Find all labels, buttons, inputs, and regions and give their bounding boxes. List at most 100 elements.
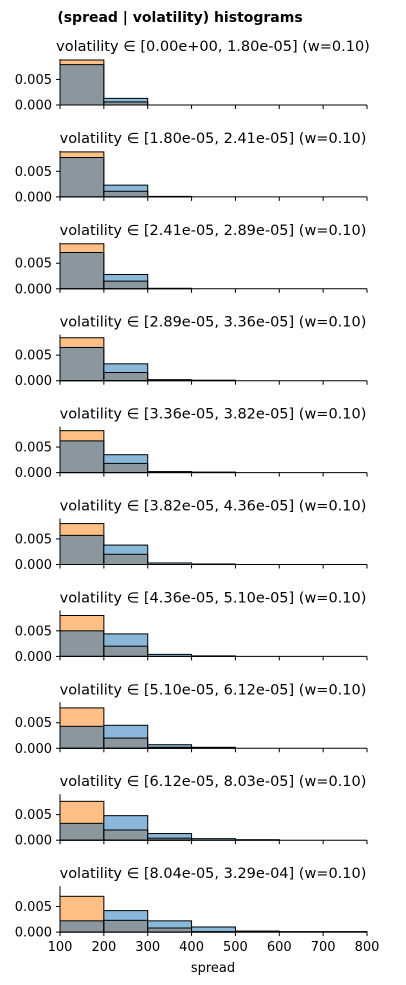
x-tick-label: 800: [355, 940, 380, 955]
x-tick-label: 500: [223, 940, 248, 955]
panel-title: volatility ∈ [3.36e-05, 3.82e-05] (w=0.1…: [60, 407, 367, 423]
panel-title: volatility ∈ [3.82e-05, 4.36e-05] (w=0.1…: [60, 499, 367, 515]
bar-overlap: [60, 823, 104, 841]
bar-series-b: [60, 60, 104, 65]
y-tick-label: 0.005: [15, 165, 52, 180]
bar-overlap: [103, 554, 148, 565]
histogram-panel-10: volatility ∈ [8.04e-05, 3.29e-04] (w=0.1…: [15, 866, 380, 976]
y-tick-label: 0.000: [15, 926, 52, 941]
panel-title: volatility ∈ [0.00e+00, 1.80e-05] (w=0.1…: [56, 39, 370, 55]
y-tick-label: 0.000: [15, 282, 52, 297]
bar-overlap: [103, 646, 148, 657]
y-tick-label: 0.000: [15, 650, 52, 665]
y-tick-label: 0.000: [15, 99, 52, 114]
bar-series-a: [103, 274, 148, 282]
bar-series-a: [103, 363, 148, 373]
panel-title: volatility ∈ [1.80e-05, 2.41e-05] (w=0.1…: [60, 131, 367, 147]
bar-overlap: [60, 630, 104, 657]
bar-overlap: [147, 928, 192, 933]
bar-series-b: [60, 151, 104, 158]
y-tick-label: 0.005: [15, 349, 52, 364]
bar-overlap: [147, 747, 192, 749]
x-tick-label: 700: [311, 940, 336, 955]
bar-series-a: [147, 562, 192, 565]
y-tick-label: 0.005: [15, 257, 52, 272]
x-tick-label: 300: [135, 940, 160, 955]
x-tick-label: 600: [267, 940, 292, 955]
bar-overlap: [60, 440, 104, 473]
bar-overlap: [60, 347, 104, 381]
bar-overlap: [103, 191, 148, 197]
histogram-panel-5: volatility ∈ [3.36e-05, 3.82e-05] (w=0.1…: [15, 407, 368, 481]
x-tick-label: 400: [179, 940, 204, 955]
bar-overlap: [60, 535, 104, 565]
bar-overlap: [103, 920, 148, 933]
bar-series-a: [191, 838, 236, 841]
panel-title: volatility ∈ [5.10e-05, 6.12e-05] (w=0.1…: [60, 682, 367, 698]
bar-series-a: [103, 545, 148, 555]
panel-title: volatility ∈ [2.89e-05, 3.36e-05] (w=0.1…: [60, 315, 367, 331]
x-tick-label: 100: [48, 940, 73, 955]
panel-title: volatility ∈ [8.04e-05, 3.29e-04] (w=0.1…: [60, 866, 367, 882]
histogram-panel-6: volatility ∈ [3.82e-05, 4.36e-05] (w=0.1…: [15, 499, 368, 573]
bar-overlap: [60, 920, 104, 933]
bar-overlap: [103, 372, 148, 381]
bar-series-b: [60, 337, 104, 348]
bar-series-a: [191, 747, 236, 749]
histogram-panels: volatility ∈ [0.00e+00, 1.80e-05] (w=0.1…: [15, 39, 380, 976]
bar-series-a: [103, 185, 148, 192]
bar-series-a: [103, 98, 148, 102]
bar-series-b: [60, 801, 104, 824]
histogram-panel-4: volatility ∈ [2.89e-05, 3.36e-05] (w=0.1…: [15, 315, 368, 389]
bar-series-a: [103, 633, 148, 647]
histogram-panel-8: volatility ∈ [5.10e-05, 6.12e-05] (w=0.1…: [15, 682, 368, 757]
y-tick-label: 0.005: [15, 73, 52, 88]
bar-overlap: [103, 738, 148, 749]
bar-overlap: [103, 281, 148, 289]
histogram-panel-2: volatility ∈ [1.80e-05, 2.41e-05] (w=0.1…: [15, 131, 368, 205]
bar-series-a: [191, 926, 236, 932]
bar-series-a: [103, 454, 148, 464]
y-tick-label: 0.005: [15, 900, 52, 915]
histogram-panel-9: volatility ∈ [6.12e-05, 8.03e-05] (w=0.1…: [15, 774, 368, 849]
y-tick-label: 0.000: [15, 558, 52, 573]
bar-series-b: [60, 615, 104, 631]
panel-title: volatility ∈ [4.36e-05, 5.10e-05] (w=0.1…: [60, 590, 367, 606]
y-tick-label: 0.000: [15, 742, 52, 757]
x-tick-label: 200: [91, 940, 116, 955]
bar-series-b: [60, 523, 104, 536]
bar-series-a: [103, 725, 148, 739]
bar-overlap: [103, 829, 148, 841]
bar-series-b: [60, 896, 104, 921]
histogram-panel-3: volatility ∈ [2.41e-05, 2.89e-05] (w=0.1…: [15, 223, 368, 297]
bar-overlap: [60, 252, 104, 289]
bar-overlap: [60, 157, 104, 197]
bar-series-a: [147, 744, 192, 748]
y-tick-label: 0.000: [15, 466, 52, 481]
bar-series-a: [103, 815, 148, 830]
bar-series-b: [60, 243, 104, 253]
bar-series-a: [147, 471, 192, 473]
y-tick-label: 0.000: [15, 374, 52, 389]
bar-series-b: [60, 430, 104, 441]
bar-series-a: [147, 654, 192, 657]
bar-overlap: [60, 64, 104, 105]
bar-overlap: [103, 101, 148, 105]
y-tick-label: 0.005: [15, 716, 52, 731]
figure-title: (spread | volatility) histograms: [57, 10, 302, 26]
bar-overlap: [103, 463, 148, 473]
bar-series-a: [147, 833, 192, 839]
panel-title: volatility ∈ [2.41e-05, 2.89e-05] (w=0.1…: [60, 223, 367, 239]
y-tick-label: 0.000: [15, 190, 52, 205]
histogram-panel-1: volatility ∈ [0.00e+00, 1.80e-05] (w=0.1…: [15, 39, 370, 114]
bar-series-a: [235, 931, 280, 933]
y-tick-label: 0.005: [15, 808, 52, 823]
y-tick-label: 0.005: [15, 624, 52, 639]
x-axis-label: spread: [191, 961, 235, 976]
y-tick-label: 0.005: [15, 441, 52, 456]
y-tick-label: 0.005: [15, 532, 52, 547]
bar-series-b: [60, 707, 104, 727]
bar-overlap: [147, 838, 192, 841]
bar-series-a: [103, 910, 148, 921]
